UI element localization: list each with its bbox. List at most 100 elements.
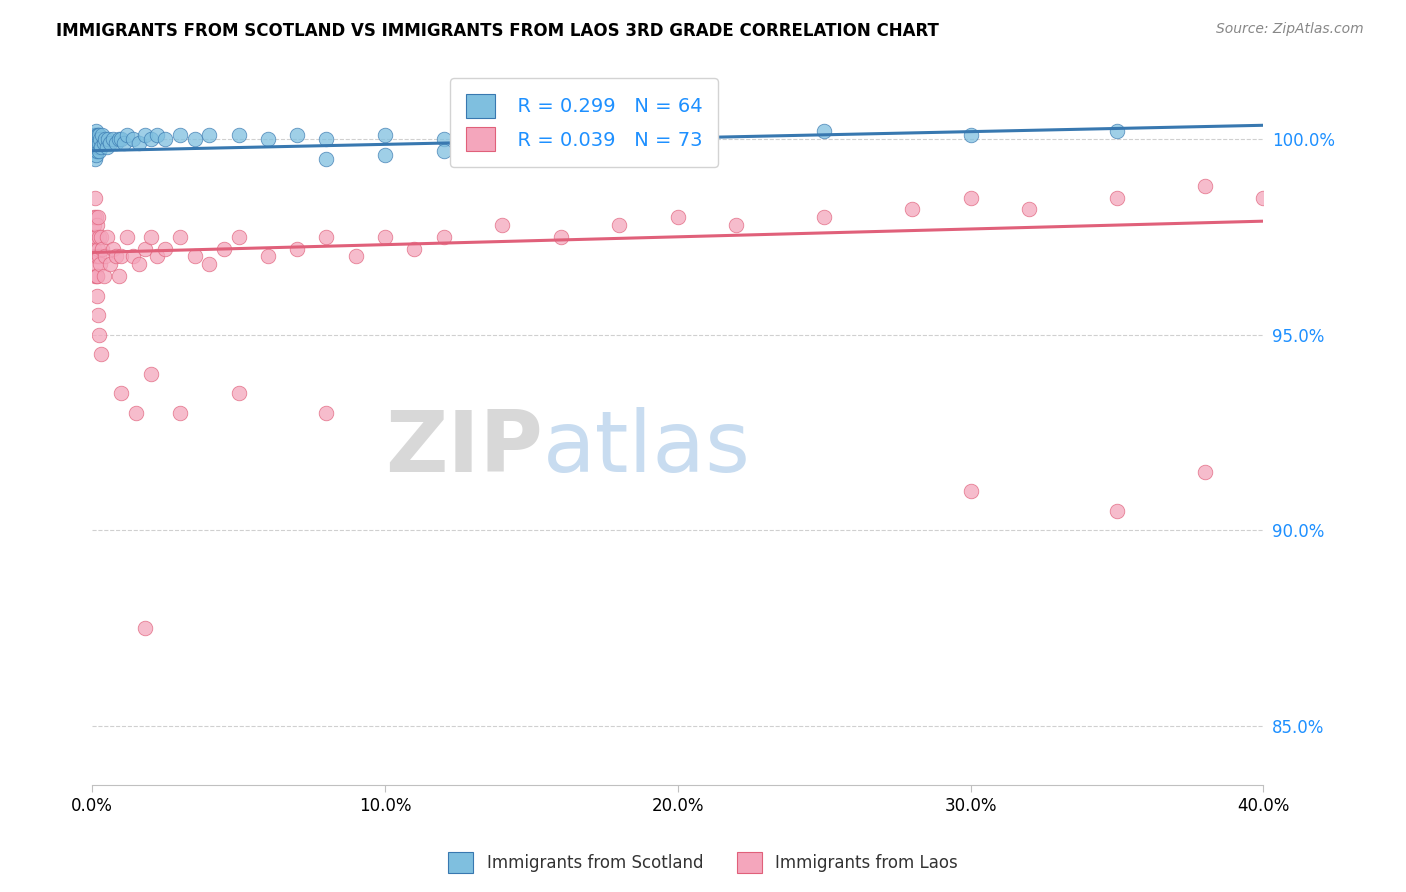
Point — [94, 132, 117, 146]
Point — [212, 242, 235, 256]
Point — [86, 136, 108, 150]
Point — [89, 257, 111, 271]
Point — [86, 218, 108, 232]
Point — [315, 229, 337, 244]
Point — [432, 144, 454, 158]
Point — [87, 136, 110, 150]
Point — [87, 211, 110, 225]
Point — [117, 128, 139, 142]
Point — [87, 128, 110, 142]
Point — [86, 140, 108, 154]
Point — [84, 211, 107, 225]
Point — [374, 147, 396, 161]
Point — [155, 132, 177, 146]
Point — [84, 124, 107, 138]
Point — [101, 132, 124, 146]
Point — [155, 242, 177, 256]
Point — [98, 257, 121, 271]
Point — [83, 136, 105, 150]
Point — [84, 136, 107, 150]
Point — [104, 249, 127, 263]
Text: Source: ZipAtlas.com: Source: ZipAtlas.com — [1216, 22, 1364, 37]
Point — [96, 229, 118, 244]
Point — [491, 218, 513, 232]
Point — [134, 128, 156, 142]
Point — [1253, 191, 1275, 205]
Point — [1194, 178, 1216, 193]
Point — [112, 136, 135, 150]
Point — [83, 242, 105, 256]
Point — [84, 152, 107, 166]
Point — [86, 268, 108, 283]
Point — [87, 140, 110, 154]
Point — [86, 249, 108, 263]
Point — [97, 132, 120, 146]
Text: IMMIGRANTS FROM SCOTLAND VS IMMIGRANTS FROM LAOS 3RD GRADE CORRELATION CHART: IMMIGRANTS FROM SCOTLAND VS IMMIGRANTS F… — [56, 22, 939, 40]
Point — [228, 386, 250, 401]
Point — [139, 229, 162, 244]
Point — [87, 144, 110, 158]
Point — [83, 128, 105, 142]
Point — [139, 367, 162, 381]
Point — [87, 128, 110, 142]
Point — [89, 327, 111, 342]
Point — [104, 136, 127, 150]
Point — [257, 132, 280, 146]
Point — [91, 242, 114, 256]
Point — [666, 211, 689, 225]
Point — [404, 242, 426, 256]
Point — [134, 621, 156, 635]
Point — [169, 128, 191, 142]
Point — [491, 128, 513, 142]
Point — [94, 249, 117, 263]
Point — [84, 132, 107, 146]
Point — [145, 128, 167, 142]
Point — [285, 128, 308, 142]
Point — [257, 249, 280, 263]
Point — [315, 406, 337, 420]
Point — [87, 132, 110, 146]
Legend: Immigrants from Scotland, Immigrants from Laos: Immigrants from Scotland, Immigrants fro… — [441, 846, 965, 880]
Point — [86, 288, 108, 302]
Point — [98, 136, 121, 150]
Point — [959, 191, 981, 205]
Point — [1194, 465, 1216, 479]
Point — [83, 268, 105, 283]
Point — [183, 132, 205, 146]
Point — [315, 132, 337, 146]
Point — [666, 124, 689, 138]
Point — [87, 308, 110, 322]
Point — [128, 257, 150, 271]
Point — [84, 128, 107, 142]
Point — [285, 242, 308, 256]
Point — [432, 229, 454, 244]
Point — [183, 249, 205, 263]
Point — [607, 128, 630, 142]
Point — [90, 347, 112, 361]
Point — [83, 218, 105, 232]
Point — [813, 124, 835, 138]
Point — [117, 229, 139, 244]
Text: atlas: atlas — [543, 407, 751, 490]
Point — [84, 191, 107, 205]
Point — [125, 406, 148, 420]
Point — [122, 249, 145, 263]
Point — [110, 249, 132, 263]
Point — [87, 229, 110, 244]
Point — [90, 229, 112, 244]
Point — [110, 132, 132, 146]
Point — [86, 128, 108, 142]
Point — [83, 132, 105, 146]
Point — [96, 140, 118, 154]
Point — [93, 268, 115, 283]
Point — [84, 257, 107, 271]
Point — [93, 136, 115, 150]
Point — [139, 132, 162, 146]
Point — [110, 386, 132, 401]
Point — [169, 406, 191, 420]
Point — [86, 132, 108, 146]
Point — [90, 140, 112, 154]
Point — [315, 152, 337, 166]
Point — [128, 136, 150, 150]
Point — [374, 128, 396, 142]
